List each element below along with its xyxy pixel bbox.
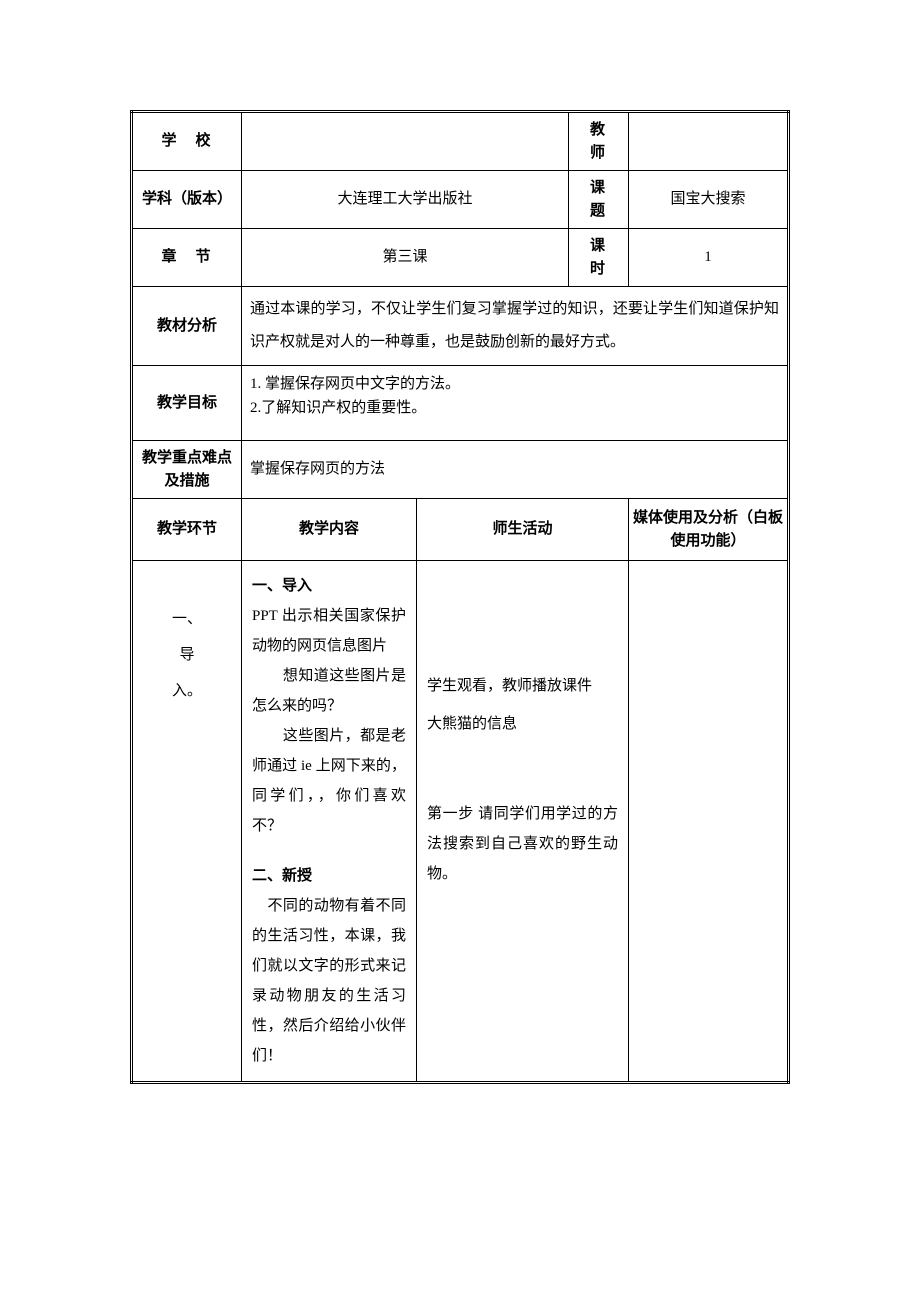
plan-stage-l2: 导 <box>143 637 231 673</box>
header-content: 教学内容 <box>242 499 417 561</box>
plan-content-s2-title: 二、新授 <box>252 861 406 891</box>
value-goals: 1. 掌握保存网页中文字的方法。 2.了解知识产权的重要性。 <box>242 366 789 441</box>
label-period: 课 时 <box>569 229 629 287</box>
row-plan-header: 教学环节 教学内容 师生活动 媒体使用及分析（白板使用功能） <box>132 499 789 561</box>
plan-stage: 一、 导 入。 <box>132 561 242 1083</box>
value-material-analysis: 通过本课的学习，不仅让学生们复习掌握学过的知识，还要让学生们知道保护知识产权就是… <box>242 287 789 366</box>
plan-activity-p1: 学生观看，教师播放课件 <box>427 671 618 701</box>
row-material-analysis: 教材分析 通过本课的学习，不仅让学生们复习掌握学过的知识，还要让学生们知道保护知… <box>132 287 789 366</box>
header-media: 媒体使用及分析（白板使用功能） <box>629 499 789 561</box>
plan-content-s1-p3: 这些图片，都是老师通过 ie 上网下来的，同学们，，你们喜欢不？ <box>252 721 406 841</box>
row-plan-body: 一、 导 入。 一、导入 PPT 出示相关国家保护动物的网页信息图片 想知道这些… <box>132 561 789 1083</box>
plan-activity-p3: 第一步 请同学们用学过的方法搜索到自己喜欢的野生动物。 <box>427 799 618 889</box>
label-focus: 教学重点难点及措施 <box>132 441 242 499</box>
plan-activity: 学生观看，教师播放课件 大熊猫的信息 第一步 请同学们用学过的方法搜索到自己喜欢… <box>417 561 629 1083</box>
value-teacher <box>629 112 789 171</box>
label-material-analysis: 教材分析 <box>132 287 242 366</box>
value-period: 1 <box>629 229 789 287</box>
row-focus: 教学重点难点及措施 掌握保存网页的方法 <box>132 441 789 499</box>
plan-content-s2-p1: 不同的动物有着不同的生活习性，本课，我们就以文字的形式来记录动物朋友的生活习性，… <box>252 891 406 1071</box>
plan-content-s1-title: 一、导入 <box>252 571 406 601</box>
plan-stage-l3: 入。 <box>143 673 231 709</box>
label-teacher: 教 师 <box>569 112 629 171</box>
goals-line-1: 1. 掌握保存网页中文字的方法。 <box>250 372 779 396</box>
value-subject: 大连理工大学出版社 <box>242 171 569 229</box>
label-chapter: 章 节 <box>132 229 242 287</box>
row-subject: 学科（版本） 大连理工大学出版社 课 题 国宝大搜索 <box>132 171 789 229</box>
label-topic: 课 题 <box>569 171 629 229</box>
value-chapter: 第三课 <box>242 229 569 287</box>
goals-line-2: 2.了解知识产权的重要性。 <box>250 396 779 420</box>
plan-content-s1-p1: PPT 出示相关国家保护动物的网页信息图片 <box>252 601 406 661</box>
value-school <box>242 112 569 171</box>
label-school: 学 校 <box>132 112 242 171</box>
value-topic: 国宝大搜索 <box>629 171 789 229</box>
header-activity: 师生活动 <box>417 499 629 561</box>
header-stage: 教学环节 <box>132 499 242 561</box>
row-chapter: 章 节 第三课 课 时 1 <box>132 229 789 287</box>
plan-media <box>629 561 789 1083</box>
plan-content-s1-p2: 想知道这些图片是怎么来的吗？ <box>252 661 406 721</box>
lesson-plan-table: 学 校 教 师 学科（版本） 大连理工大学出版社 课 题 国宝大搜索 章 节 第… <box>130 110 790 1084</box>
value-focus: 掌握保存网页的方法 <box>242 441 789 499</box>
plan-content: 一、导入 PPT 出示相关国家保护动物的网页信息图片 想知道这些图片是怎么来的吗… <box>242 561 417 1083</box>
row-goals: 教学目标 1. 掌握保存网页中文字的方法。 2.了解知识产权的重要性。 <box>132 366 789 441</box>
plan-activity-p2: 大熊猫的信息 <box>427 709 618 739</box>
label-subject: 学科（版本） <box>132 171 242 229</box>
label-goals: 教学目标 <box>132 366 242 441</box>
row-school: 学 校 教 师 <box>132 112 789 171</box>
plan-stage-l1: 一、 <box>143 601 231 637</box>
